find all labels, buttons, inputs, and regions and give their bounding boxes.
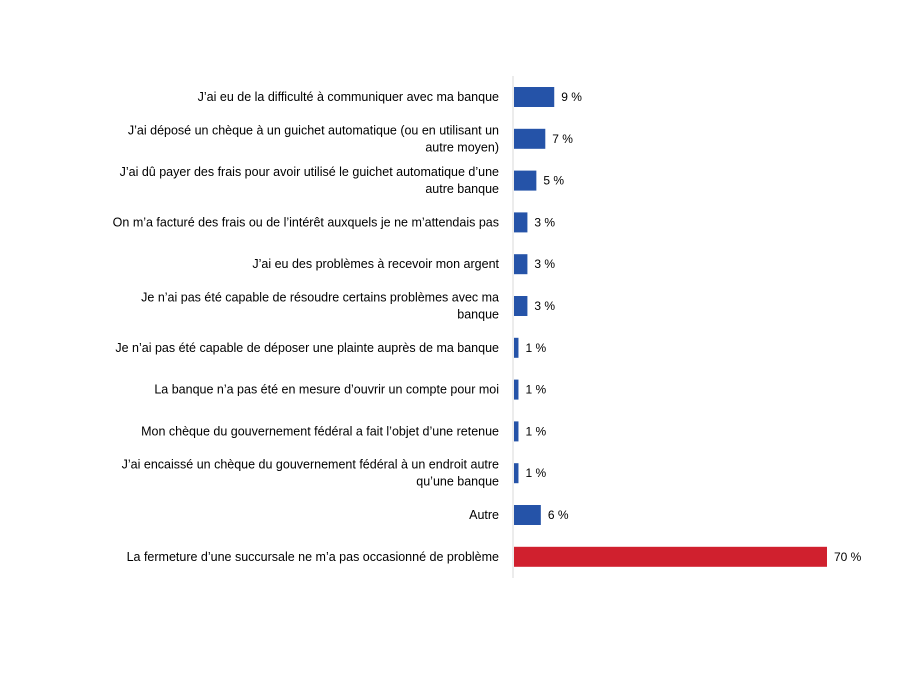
category-label-line: Je n’ai pas été capable de déposer une p…	[115, 341, 499, 355]
category-label-line: Mon chèque du gouvernement fédéral a fai…	[141, 424, 499, 438]
category-label: J’ai encaissé un chèque du gouvernement …	[122, 458, 499, 489]
category-label-line: La banque n’a pas été en mesure d’ouvrir…	[154, 383, 499, 397]
bars	[514, 87, 827, 567]
category-label: J’ai déposé un chèque à un guichet autom…	[128, 123, 499, 154]
value-label: 5 %	[543, 174, 564, 188]
value-label: 1 %	[525, 383, 546, 397]
value-labels: 9 % 7 % 5 % 3 % 3 % 3 % 1 % 1 % 1 % 1 % 6 % 70 %	[525, 90, 861, 564]
bar	[514, 421, 519, 442]
category-label: J’ai eu des problèmes à recevoir mon arg…	[252, 257, 499, 271]
category-label-line: J’ai eu de la difficulté à communiquer a…	[198, 90, 499, 104]
bar	[514, 546, 827, 567]
category-label: Autre	[469, 508, 499, 522]
value-label: 3 %	[534, 215, 555, 229]
bar	[514, 463, 519, 484]
category-label-line: La fermeture d’une succursale ne m’a pas…	[127, 550, 499, 564]
category-label-line: Autre	[469, 508, 499, 522]
category-label-line: qu’une banque	[416, 475, 499, 489]
value-label: 1 %	[525, 424, 546, 438]
category-labels: J’ai eu de la difficulté à communiquer a…	[113, 90, 500, 564]
category-label-line: J’ai eu des problèmes à recevoir mon arg…	[252, 257, 499, 271]
bar	[514, 254, 528, 275]
bar	[514, 128, 546, 149]
category-label-line: On m’a facturé des frais ou de l’intérêt…	[113, 215, 499, 229]
bar	[514, 87, 555, 107]
bar	[514, 337, 519, 358]
category-label-line: autre moyen)	[425, 140, 499, 154]
category-label: On m’a facturé des frais ou de l’intérêt…	[113, 215, 499, 229]
value-label: 3 %	[534, 299, 555, 313]
category-label-line: Je n’ai pas été capable de résoudre cert…	[141, 291, 499, 305]
bar	[514, 170, 537, 191]
bar	[514, 212, 528, 233]
value-label: 1 %	[525, 466, 546, 480]
bar	[514, 505, 541, 525]
value-label: 1 %	[525, 341, 546, 355]
category-label-line: autre banque	[425, 182, 499, 196]
value-label: 7 %	[552, 132, 573, 146]
value-label: 3 %	[534, 257, 555, 271]
category-label: Je n’ai pas été capable de résoudre cert…	[141, 291, 499, 322]
category-label: J’ai dû payer des frais pour avoir utili…	[120, 165, 499, 196]
value-label: 9 %	[561, 90, 582, 104]
bar	[514, 296, 528, 316]
category-label-line: J’ai déposé un chèque à un guichet autom…	[128, 123, 499, 137]
category-label: Je n’ai pas été capable de déposer une p…	[115, 341, 499, 355]
category-label: Mon chèque du gouvernement fédéral a fai…	[141, 424, 499, 438]
bar	[514, 379, 519, 400]
category-label-line: J’ai dû payer des frais pour avoir utili…	[120, 165, 499, 179]
category-label: La banque n’a pas été en mesure d’ouvrir…	[154, 383, 499, 397]
value-label: 70 %	[834, 550, 862, 564]
category-label: J’ai eu de la difficulté à communiquer a…	[198, 90, 499, 104]
value-label: 6 %	[548, 508, 569, 522]
category-label: La fermeture d’une succursale ne m’a pas…	[127, 550, 499, 564]
category-label-line: banque	[457, 308, 499, 322]
category-label-line: J’ai encaissé un chèque du gouvernement …	[122, 458, 499, 472]
